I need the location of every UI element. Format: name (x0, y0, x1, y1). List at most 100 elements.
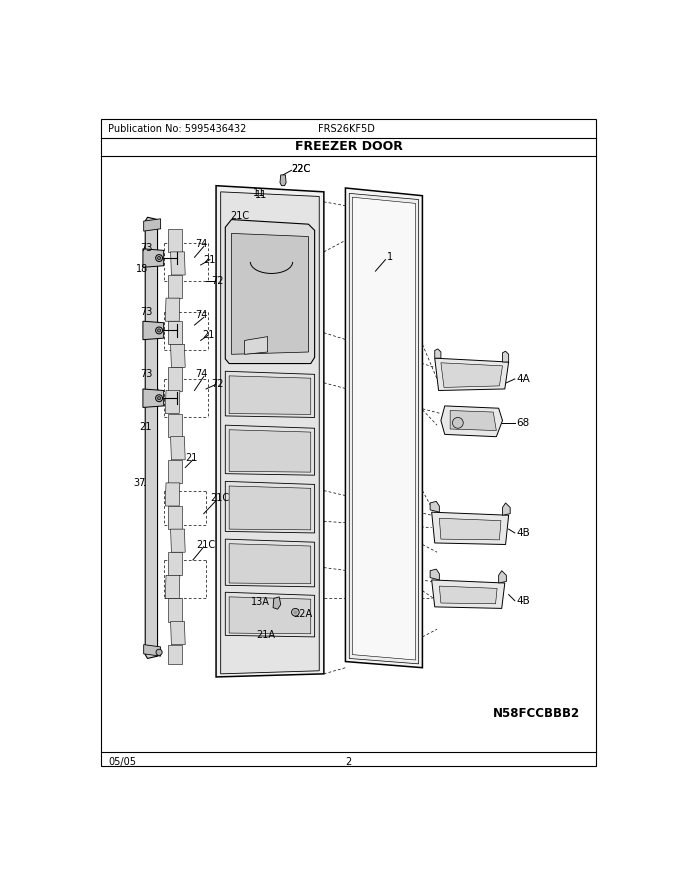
Polygon shape (225, 425, 315, 475)
Text: 21: 21 (204, 254, 216, 265)
Text: 18: 18 (136, 264, 148, 274)
Polygon shape (169, 459, 182, 483)
Circle shape (294, 611, 297, 614)
Polygon shape (171, 436, 185, 459)
Polygon shape (498, 570, 507, 583)
Polygon shape (171, 252, 185, 275)
Polygon shape (229, 376, 311, 414)
Polygon shape (169, 553, 182, 576)
Circle shape (156, 254, 163, 261)
Polygon shape (171, 344, 185, 368)
Polygon shape (165, 483, 180, 506)
Text: 74: 74 (195, 310, 207, 320)
Text: 73: 73 (141, 307, 153, 317)
Text: 11: 11 (254, 190, 267, 200)
Polygon shape (225, 592, 315, 637)
Polygon shape (216, 186, 324, 677)
Polygon shape (169, 229, 182, 252)
Circle shape (156, 395, 163, 401)
Text: 21C: 21C (196, 539, 215, 549)
Circle shape (158, 257, 160, 260)
Polygon shape (169, 368, 182, 391)
Circle shape (158, 397, 160, 400)
Polygon shape (143, 321, 164, 340)
Polygon shape (225, 371, 315, 417)
Polygon shape (435, 358, 509, 391)
Text: 21A: 21A (256, 630, 275, 641)
Text: 74: 74 (195, 239, 207, 249)
Polygon shape (439, 586, 497, 604)
Polygon shape (169, 321, 182, 344)
Polygon shape (280, 175, 286, 186)
Text: 05/05: 05/05 (108, 757, 136, 766)
Polygon shape (165, 576, 180, 598)
Polygon shape (143, 644, 160, 656)
Text: 2: 2 (345, 757, 352, 766)
Text: 4B: 4B (516, 528, 530, 538)
Circle shape (158, 329, 160, 332)
Text: FRS26KF5D: FRS26KF5D (318, 124, 375, 134)
Polygon shape (165, 391, 180, 414)
Polygon shape (169, 644, 182, 664)
Polygon shape (229, 486, 311, 530)
Polygon shape (435, 348, 441, 358)
Polygon shape (432, 580, 505, 608)
Circle shape (156, 327, 163, 334)
Polygon shape (225, 219, 315, 363)
Text: 21: 21 (202, 330, 215, 340)
Polygon shape (350, 194, 419, 664)
Text: 4A: 4A (516, 374, 530, 384)
Polygon shape (171, 529, 185, 553)
Polygon shape (245, 336, 268, 355)
Text: 21: 21 (139, 422, 152, 432)
Polygon shape (231, 233, 309, 355)
Circle shape (452, 417, 463, 429)
Text: 21C: 21C (210, 494, 229, 503)
Text: 68: 68 (516, 418, 530, 428)
Polygon shape (503, 351, 509, 362)
Text: N58FCCBBB2: N58FCCBBB2 (492, 708, 579, 721)
Polygon shape (229, 429, 311, 472)
Polygon shape (169, 506, 182, 529)
Polygon shape (352, 197, 415, 660)
Text: 22A: 22A (293, 609, 312, 619)
Circle shape (156, 649, 162, 656)
Circle shape (292, 608, 299, 616)
Polygon shape (229, 597, 311, 634)
Polygon shape (432, 512, 509, 545)
Polygon shape (430, 502, 439, 512)
Text: 73: 73 (141, 369, 153, 378)
Polygon shape (171, 621, 185, 644)
Polygon shape (439, 518, 501, 539)
Text: 73: 73 (141, 243, 153, 253)
Text: 21: 21 (185, 453, 198, 463)
Polygon shape (143, 249, 164, 268)
Polygon shape (273, 597, 281, 609)
Polygon shape (165, 298, 180, 321)
Polygon shape (169, 598, 182, 621)
Text: 21C: 21C (230, 210, 249, 221)
Polygon shape (143, 219, 160, 231)
Polygon shape (503, 502, 510, 515)
Text: 72: 72 (211, 276, 224, 286)
Polygon shape (143, 389, 164, 407)
Text: 72: 72 (211, 379, 224, 389)
Polygon shape (430, 569, 439, 580)
Polygon shape (169, 414, 182, 436)
Text: FREEZER DOOR: FREEZER DOOR (294, 140, 403, 153)
Polygon shape (146, 217, 158, 658)
Text: 13A: 13A (251, 598, 269, 607)
Polygon shape (225, 539, 315, 587)
Text: 74: 74 (195, 369, 207, 378)
Polygon shape (345, 188, 422, 668)
Text: 1: 1 (387, 253, 393, 262)
Polygon shape (441, 363, 503, 387)
Text: 4B: 4B (516, 596, 530, 605)
Polygon shape (221, 192, 319, 674)
Polygon shape (169, 275, 182, 298)
Text: 22C: 22C (292, 164, 311, 173)
Polygon shape (229, 544, 311, 583)
Polygon shape (225, 481, 315, 533)
Text: 37: 37 (133, 478, 146, 488)
Polygon shape (450, 410, 496, 430)
